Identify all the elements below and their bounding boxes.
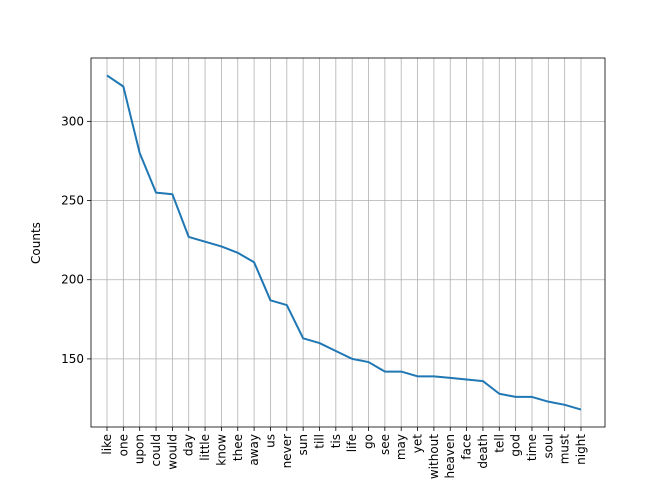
y-tick-label: 200 [61, 273, 84, 287]
x-tick-label: soul [541, 434, 555, 459]
x-tick-label: us [263, 434, 277, 448]
data-line [106, 74, 582, 411]
x-tick-label: go [362, 434, 376, 449]
x-tick-label: never [280, 434, 294, 468]
y-tick-label: 150 [61, 352, 84, 366]
x-tick-label: day [182, 434, 196, 456]
y-tick-label: 250 [61, 194, 84, 208]
x-tick-label: know [214, 434, 228, 466]
x-tick-label: away [247, 434, 261, 466]
x-tick-label: little [198, 434, 212, 461]
x-tick-label: thee [231, 434, 245, 461]
x-tick-label: god [509, 434, 523, 457]
x-tick-label: without [427, 434, 441, 479]
y-tick-label: 300 [61, 114, 84, 128]
x-tick-label: sun [296, 434, 310, 455]
x-tick-label: tis [329, 434, 343, 448]
x-tick-label: one [116, 434, 130, 456]
x-tick-label: see [378, 434, 392, 455]
x-tick-label: tell [492, 434, 506, 453]
x-tick-label: life [345, 434, 359, 452]
x-tick-label: night [574, 434, 588, 465]
x-tick-label: time [525, 434, 539, 461]
x-tick-label: could [149, 434, 163, 467]
x-tick-label: yet [411, 434, 425, 453]
x-tick-label: death [476, 434, 490, 469]
x-tick-label: heaven [443, 434, 457, 478]
plot-frame [90, 57, 606, 428]
y-axis-label: Counts [29, 222, 43, 264]
x-tick-label: till [312, 434, 326, 449]
x-tick-label: may [394, 434, 408, 460]
x-tick-label: must [558, 434, 572, 465]
x-tick-label: upon [133, 434, 147, 464]
x-tick-label: face [460, 434, 474, 460]
x-tick-label: like [100, 434, 114, 455]
x-tick-label: would [165, 434, 179, 470]
